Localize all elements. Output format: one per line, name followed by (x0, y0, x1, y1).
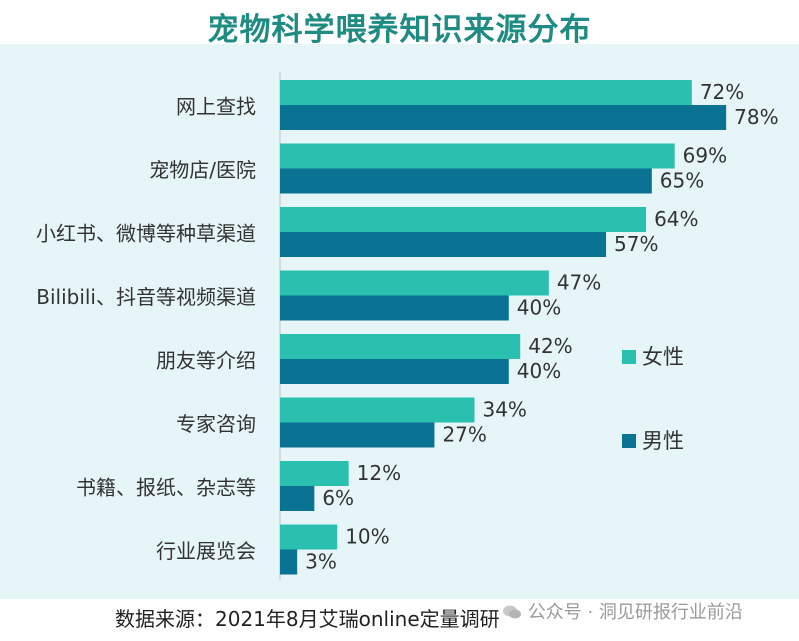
bar (280, 168, 652, 194)
data-label: 6% (322, 486, 354, 510)
data-label: 42% (528, 334, 572, 358)
data-label: 57% (614, 232, 658, 256)
data-label: 78% (734, 105, 778, 129)
legend-label: 女性 (642, 345, 684, 369)
source-note: 数据来源：2021年8月艾瑞online定量调研 (115, 607, 500, 631)
category-label: 宠物店/医院 (149, 158, 256, 182)
wechat-icon (503, 605, 521, 619)
bar (280, 80, 692, 105)
data-label: 64% (654, 207, 698, 231)
bar (280, 334, 521, 359)
category-label: 朋友等介绍 (156, 349, 256, 373)
data-label: 47% (557, 271, 601, 295)
legend-label: 男性 (642, 429, 684, 453)
legend-swatch (622, 350, 636, 364)
data-label: 65% (660, 169, 704, 193)
data-label: 40% (517, 359, 561, 383)
category-label: 小红书、微博等种草渠道 (36, 222, 256, 246)
bar (280, 270, 549, 296)
category-label: 行业展览会 (156, 539, 256, 563)
bar (280, 359, 509, 384)
chart-panel (0, 44, 799, 599)
legend-swatch (622, 434, 636, 448)
bar (280, 207, 647, 232)
category-label: Bilibili、抖音等视频渠道 (36, 285, 256, 309)
bar (280, 143, 675, 169)
data-label: 69% (683, 144, 727, 168)
category-label: 专家咨询 (176, 412, 256, 436)
chart-title: 宠物科学喂养知识来源分布 (207, 12, 592, 48)
bar (280, 486, 315, 511)
watermark-text: 公众号 · 洞见研报行业前沿 (527, 602, 743, 623)
bar (280, 461, 349, 486)
category-label: 书籍、报纸、杂志等 (76, 476, 256, 500)
bar (280, 549, 298, 575)
bar (280, 397, 475, 423)
data-label: 27% (442, 423, 486, 447)
category-label: 网上查找 (176, 95, 256, 119)
watermark: 公众号 · 洞见研报行业前沿 (502, 598, 743, 624)
data-label: 34% (482, 398, 526, 422)
data-label: 12% (357, 461, 401, 485)
bar (280, 232, 607, 257)
data-label: 10% (345, 525, 389, 549)
bar (280, 105, 727, 130)
data-label: 72% (700, 80, 744, 104)
bar (280, 524, 338, 550)
bar (280, 295, 509, 321)
data-label: 3% (305, 550, 337, 574)
data-label: 40% (517, 296, 561, 320)
bar (280, 422, 435, 448)
